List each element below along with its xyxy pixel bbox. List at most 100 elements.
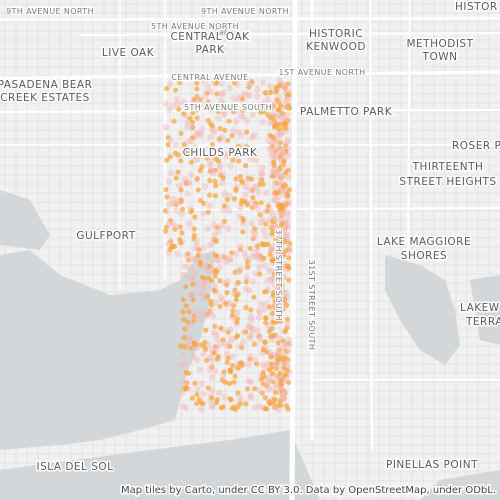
point (226, 256, 234, 264)
point (240, 107, 246, 114)
point (181, 175, 189, 183)
point (249, 205, 255, 211)
point (266, 145, 273, 153)
point (226, 381, 233, 387)
point (268, 247, 274, 253)
point (189, 119, 195, 125)
place-label: PINELLAS POINT (386, 459, 478, 471)
point (198, 380, 205, 387)
point (284, 223, 291, 230)
point (236, 158, 242, 164)
point (281, 120, 287, 126)
point (173, 201, 179, 207)
point (261, 306, 268, 313)
point (197, 131, 205, 138)
point (285, 91, 292, 97)
point (215, 108, 221, 115)
point (267, 89, 273, 95)
place-label: HISTOR (455, 1, 498, 13)
point (183, 149, 189, 155)
point (279, 150, 286, 157)
point (233, 187, 239, 193)
point (192, 342, 198, 348)
water-se (420, 470, 500, 500)
point (215, 389, 223, 397)
place-label: PALMETTO PARK (300, 106, 393, 118)
point (285, 356, 291, 363)
point (195, 187, 201, 193)
label-line: TOWN (422, 51, 458, 63)
point (237, 265, 244, 272)
point (245, 377, 253, 385)
point (188, 209, 194, 215)
point (186, 308, 192, 315)
point (273, 256, 279, 262)
point (179, 230, 185, 236)
point (183, 303, 189, 309)
point (280, 190, 288, 197)
point (173, 223, 180, 230)
point (240, 338, 247, 345)
point (229, 250, 235, 256)
point (194, 155, 201, 162)
point (231, 109, 237, 115)
point (254, 246, 261, 254)
point (180, 316, 187, 322)
point (211, 128, 218, 136)
point (212, 368, 219, 375)
point (276, 94, 283, 101)
point (279, 150, 286, 157)
point (259, 177, 265, 183)
point (283, 358, 290, 365)
point (272, 151, 280, 158)
point (272, 123, 278, 129)
point (233, 293, 240, 299)
point (231, 379, 237, 385)
point (257, 271, 263, 277)
point (204, 253, 211, 261)
point (284, 201, 290, 207)
point (270, 166, 278, 174)
point (282, 98, 289, 105)
point (237, 246, 244, 252)
point (249, 134, 256, 141)
point (283, 125, 289, 131)
point (280, 338, 286, 344)
point (278, 129, 285, 137)
point (263, 406, 269, 412)
point (281, 389, 289, 397)
point (283, 225, 289, 231)
point (261, 301, 269, 308)
point (266, 304, 272, 310)
point (220, 404, 226, 410)
point (258, 169, 265, 177)
point (194, 176, 200, 182)
road-label: 1ST AVENUE NORTH (278, 68, 365, 77)
point (285, 263, 291, 269)
point (207, 168, 213, 174)
point (244, 259, 251, 265)
point (180, 271, 187, 279)
point (264, 360, 271, 367)
point (235, 150, 242, 158)
point (217, 97, 225, 104)
point (278, 164, 286, 171)
point (268, 361, 274, 367)
point (220, 110, 227, 117)
point (281, 390, 288, 397)
point (235, 390, 241, 396)
point (270, 218, 276, 225)
points (162, 76, 294, 413)
point (173, 95, 180, 103)
point (189, 255, 196, 263)
point (272, 297, 278, 303)
point (194, 280, 201, 288)
point (273, 366, 280, 372)
point (235, 128, 242, 136)
point (183, 404, 190, 411)
point (178, 198, 184, 204)
point (243, 117, 250, 124)
point (272, 196, 279, 203)
label-line: METHODIST (406, 38, 473, 50)
